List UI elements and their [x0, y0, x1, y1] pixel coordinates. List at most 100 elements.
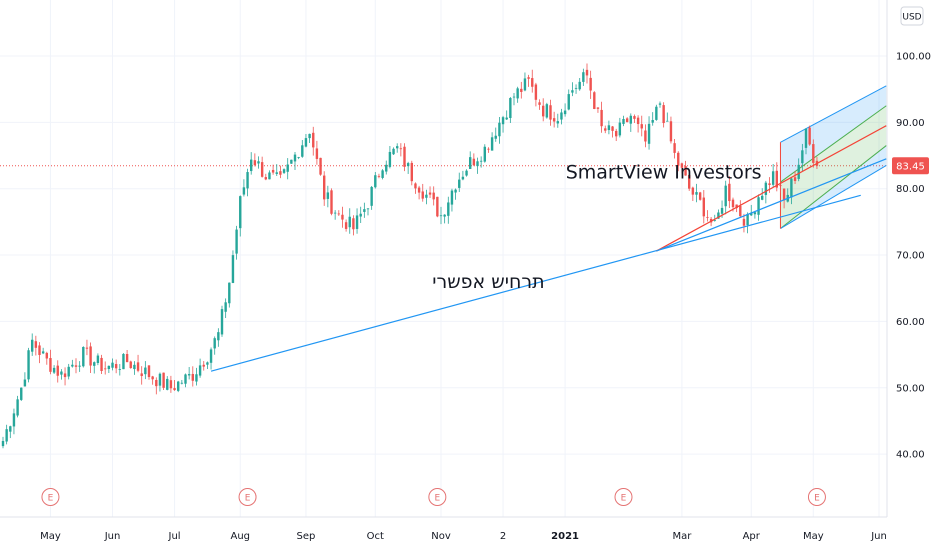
candle-body	[761, 195, 764, 200]
candle	[41, 347, 45, 355]
candle-body	[41, 351, 45, 354]
candle-body	[374, 175, 377, 188]
candle-body	[724, 185, 727, 207]
candle-body	[399, 148, 403, 150]
candle-body	[479, 160, 483, 162]
candle-body	[578, 81, 581, 90]
candle-body	[443, 214, 446, 217]
candle	[713, 214, 716, 222]
candle-body	[209, 349, 213, 363]
candle-body	[396, 146, 399, 149]
candle-body	[187, 374, 191, 376]
candle	[275, 164, 278, 177]
earnings-marker-label: E	[48, 494, 54, 504]
candle-body	[206, 362, 209, 365]
earnings-marker[interactable]: E	[614, 488, 633, 506]
candle-body	[363, 209, 366, 212]
candle-body	[144, 367, 147, 375]
candle-body	[129, 361, 132, 369]
candle-body	[600, 109, 603, 127]
candle	[428, 186, 432, 199]
candle-body	[793, 177, 797, 181]
candle-body	[63, 373, 67, 378]
annotations: SmartView Investors תרחיש אפשרי	[432, 162, 761, 293]
candle-body	[16, 399, 19, 416]
candle	[89, 342, 92, 373]
candle	[9, 425, 12, 439]
candle	[647, 116, 651, 150]
candle-body	[344, 222, 348, 229]
candle-body	[125, 354, 129, 363]
candle	[290, 159, 293, 164]
trendline-2[interactable]	[656, 125, 887, 252]
candle	[155, 377, 158, 395]
candle-body	[494, 135, 497, 139]
candle	[782, 188, 786, 209]
candle	[651, 112, 654, 126]
candle	[162, 372, 165, 390]
candle	[136, 354, 140, 373]
candle-body	[220, 309, 224, 335]
trendline-1[interactable]	[210, 194, 861, 372]
candle	[414, 182, 417, 194]
candle-body	[198, 365, 202, 376]
candle	[560, 108, 563, 125]
candle-body	[381, 170, 384, 178]
trendline-3[interactable]	[656, 158, 887, 252]
candle-body	[808, 127, 811, 145]
earnings-marker-label: E	[621, 494, 627, 504]
candle-body	[133, 364, 136, 370]
candle	[571, 82, 574, 97]
candle-body	[323, 175, 326, 200]
candle	[330, 188, 333, 216]
candle-body	[352, 218, 355, 230]
earnings-marker[interactable]: E	[807, 488, 826, 506]
trendlines[interactable]	[210, 125, 887, 372]
earnings-marker[interactable]: E	[238, 488, 257, 506]
candle	[355, 208, 359, 234]
candle	[728, 176, 731, 209]
currency-box	[900, 6, 924, 26]
candle	[45, 351, 48, 365]
candle-body	[775, 170, 778, 188]
candle-body	[304, 138, 308, 147]
candle	[195, 367, 198, 386]
candle-body	[312, 132, 315, 148]
candle-body	[184, 374, 187, 384]
candle-body	[290, 159, 293, 164]
candle-body	[385, 164, 388, 172]
candle-body	[330, 190, 333, 214]
candle	[410, 160, 413, 186]
candle-body	[78, 365, 81, 367]
candle	[461, 170, 465, 181]
x-tick-label: Jul	[168, 531, 181, 542]
candle-body	[618, 122, 622, 136]
candle-body	[512, 96, 516, 98]
candle	[388, 146, 392, 169]
candle-body	[260, 162, 264, 177]
candle	[82, 346, 85, 368]
candle	[563, 103, 567, 117]
candle	[286, 158, 289, 180]
candle-body	[297, 157, 300, 158]
candle	[118, 364, 121, 376]
candle	[74, 358, 78, 374]
candle	[344, 219, 348, 232]
candle	[151, 375, 154, 385]
candle-body	[673, 143, 676, 153]
candle	[771, 164, 775, 187]
candle-body	[246, 172, 249, 189]
candle	[479, 156, 483, 168]
earnings-marker[interactable]: E	[428, 488, 447, 506]
earnings-marker[interactable]: E	[41, 488, 60, 506]
regression-channel[interactable]	[779, 85, 887, 229]
candle-body	[417, 187, 421, 193]
currency-button[interactable]: USD	[900, 6, 924, 26]
candle	[366, 208, 370, 216]
candle-body	[38, 345, 41, 355]
candle-body	[34, 341, 38, 348]
candle	[111, 358, 114, 371]
candle	[797, 158, 800, 182]
candle	[465, 169, 468, 177]
